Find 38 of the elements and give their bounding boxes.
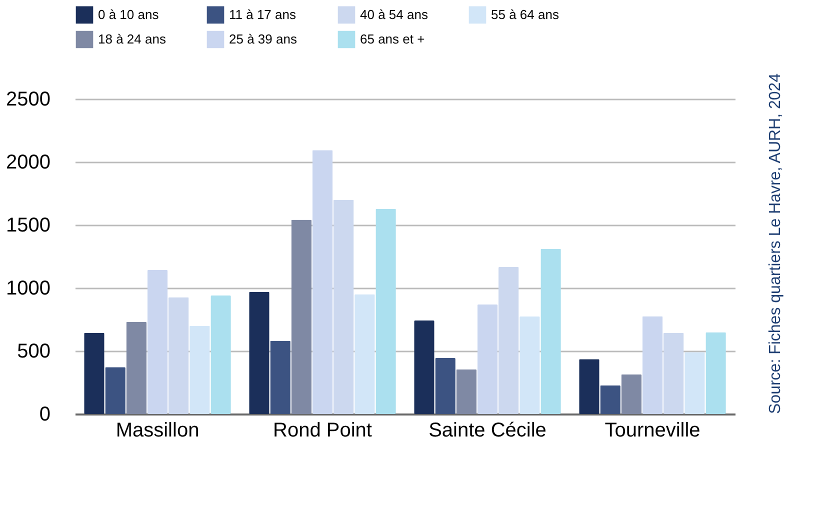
bar [105, 367, 126, 414]
bar [190, 326, 210, 414]
bar [270, 340, 290, 414]
x-tick-label: Rond Point [273, 420, 372, 442]
bar [376, 208, 396, 414]
legend-label: 18 à 24 ans [98, 32, 166, 46]
legend-label: 25 à 39 ans [229, 32, 298, 46]
bar [435, 358, 456, 414]
bar [456, 369, 477, 414]
source-note: Source: Fiches quartiers Le Havre, AURH, 2024 [767, 73, 784, 414]
bar [600, 385, 620, 414]
bar [621, 374, 642, 414]
bar [249, 292, 270, 414]
bar [684, 352, 705, 414]
x-tick-label: Massillon [116, 420, 200, 442]
bar [579, 359, 600, 414]
bar [84, 332, 104, 414]
bar [706, 332, 726, 414]
y-tick-label: 0 [39, 404, 50, 426]
bar [210, 296, 231, 414]
y-tick-label: 500 [17, 340, 50, 362]
y-tick-label: 2500 [6, 88, 50, 110]
y-tick-label: 1500 [6, 214, 50, 236]
bar [354, 294, 375, 414]
legend-label: 40 à 54 ans [360, 6, 428, 22]
legend-label: 0 à 10 ans [98, 6, 160, 22]
y-tick-label: 2000 [6, 152, 50, 174]
x-tick-label: Tourneville [604, 420, 700, 442]
x-tick-label: Sainte Cécile [428, 420, 546, 442]
bar [520, 316, 540, 414]
bar [126, 322, 147, 414]
y-tick-label: 1000 [6, 278, 50, 300]
bar [540, 248, 561, 414]
legend-label: 55 à 64 ans [491, 6, 560, 22]
legend-label: 11 à 17 ans [229, 6, 296, 22]
legend-label: 65 ans et + [360, 32, 425, 46]
bar [414, 320, 434, 414]
bar [291, 220, 312, 414]
